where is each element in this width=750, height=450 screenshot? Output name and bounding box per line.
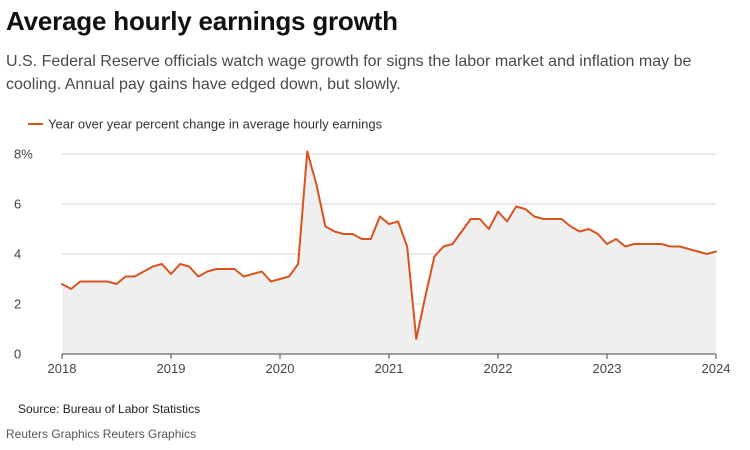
- y-tick-label: 0: [14, 347, 21, 362]
- axes: 8% 6 4 2 0 2018 2019 2020 2021 2022 2023 2024: [14, 147, 730, 377]
- y-tick-label: 6: [14, 197, 21, 212]
- area-fill: [62, 151, 716, 354]
- x-tick-label: 2023: [593, 361, 622, 376]
- earnings-chart: Year over year percent change in average…: [14, 117, 730, 377]
- y-tick-label: 2: [14, 297, 21, 312]
- chart-subtitle: U.S. Federal Reserve officials watch wag…: [6, 53, 692, 93]
- y-tick-label: 4: [14, 247, 21, 262]
- x-tick-label: 2024: [702, 361, 731, 376]
- x-tick-label: 2018: [48, 361, 77, 376]
- x-tick-label: 2020: [266, 361, 295, 376]
- credit-line: Reuters Graphics Reuters Graphics: [6, 427, 197, 441]
- source-note: Source: Bureau of Labor Statistics: [18, 402, 201, 416]
- chart-title: Average hourly earnings growth: [6, 6, 398, 36]
- y-tick-label: 8%: [14, 147, 33, 162]
- x-tick-label: 2021: [375, 361, 404, 376]
- chart-legend: Year over year percent change in average…: [28, 117, 383, 132]
- legend-label: Year over year percent change in average…: [48, 117, 383, 132]
- series-line: [61, 150, 717, 340]
- x-tick-label: 2022: [484, 361, 513, 376]
- x-tick-label: 2019: [157, 361, 186, 376]
